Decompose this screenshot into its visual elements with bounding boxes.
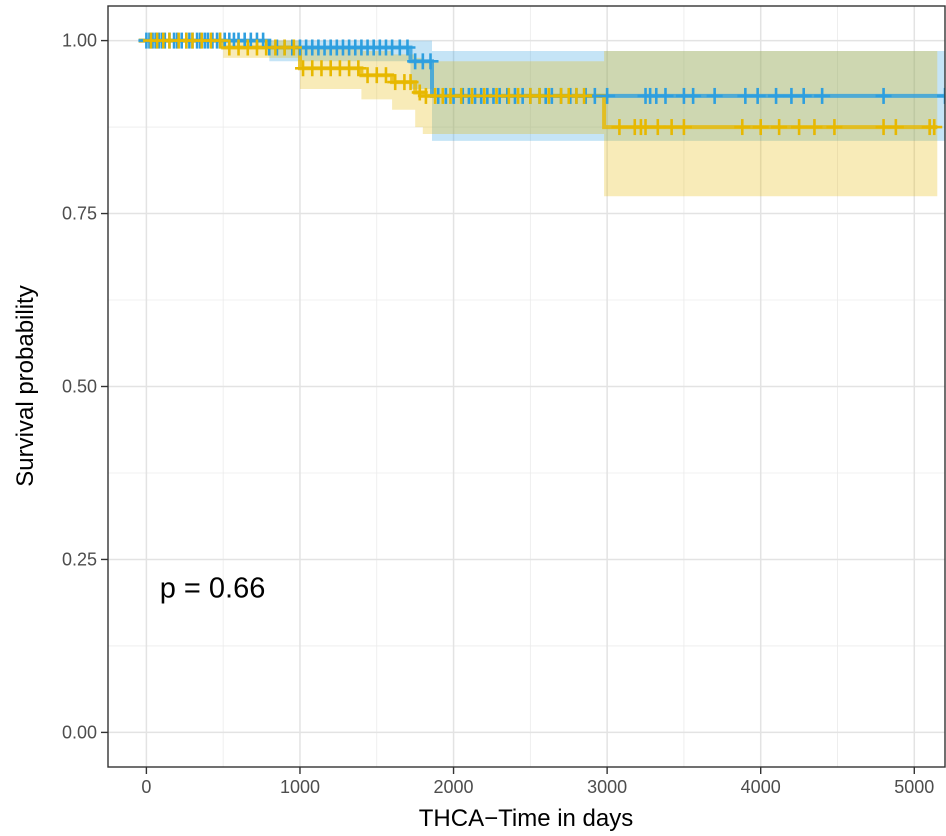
p-value-annotation: p = 0.66 <box>160 573 266 605</box>
y-axis-label: Survival probability <box>12 285 39 486</box>
x-tick-label: 1000 <box>280 777 320 797</box>
x-tick-label: 5000 <box>894 777 934 797</box>
y-tick-label: 1.00 <box>62 31 97 51</box>
censor-marks <box>138 32 945 136</box>
y-tick-label: 0.50 <box>62 377 97 397</box>
x-tick-label: 3000 <box>587 777 627 797</box>
plot-data <box>138 32 945 197</box>
confidence-band-1 <box>138 40 938 197</box>
x-tick-label: 4000 <box>741 777 781 797</box>
confidence-band-0 <box>138 40 945 141</box>
x-tick-label: 0 <box>141 777 151 797</box>
axes: 0 1000 2000 3000 4000 5000 0.00 0.25 0.50 0.75 1.0… <box>62 31 934 797</box>
x-axis-label: THCA−Time in days <box>419 805 634 832</box>
grid-lines <box>108 6 945 767</box>
y-tick-label: 0.00 <box>62 722 97 742</box>
x-tick-label: 2000 <box>434 777 474 797</box>
confidence-bands <box>138 40 945 197</box>
y-tick-label: 0.25 <box>62 549 97 569</box>
y-tick-label: 0.75 <box>62 204 97 224</box>
